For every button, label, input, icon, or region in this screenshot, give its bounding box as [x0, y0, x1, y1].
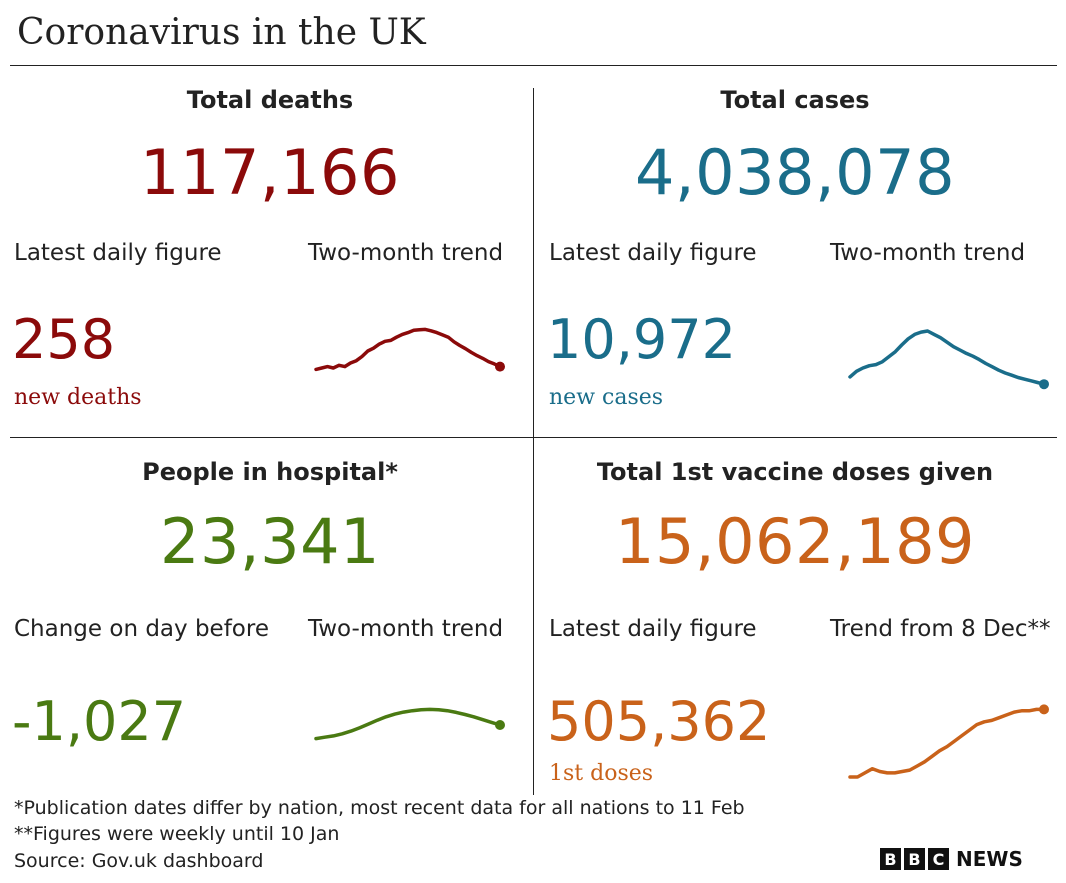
- trend-line: [848, 707, 1046, 779]
- deaths-left-label: Latest daily figure: [14, 240, 222, 266]
- cases-total: 4,038,078: [634, 136, 956, 209]
- trend-endpoint: [495, 361, 505, 372]
- trend-line: [848, 329, 1046, 386]
- trend-line: [314, 707, 502, 741]
- logo-letter-c: C: [928, 848, 949, 870]
- trend-line: [314, 327, 502, 372]
- footnote-weekly-figures: **Figures were weekly until 10 Jan: [14, 823, 340, 845]
- source-note: Source: Gov.uk dashboard: [14, 850, 264, 872]
- cases-right-label: Two-month trend: [830, 240, 1026, 266]
- deaths-daily-value: 258: [12, 308, 116, 371]
- horizontal-divider: [10, 437, 1057, 438]
- cases-daily-value: 10,972: [547, 308, 736, 371]
- deaths-trend-chart: [314, 327, 505, 372]
- deaths-right-label: Two-month trend: [308, 240, 504, 266]
- vaccine-trend-chart: [848, 704, 1049, 779]
- vaccine-daily-value: 505,362: [547, 690, 771, 753]
- hospital-trend-chart: [314, 707, 505, 741]
- vaccine-panel-title: Total 1st vaccine doses given: [596, 458, 994, 486]
- trend-endpoint: [1039, 704, 1049, 715]
- logo-letter-b2: B: [904, 848, 925, 870]
- hospital-total: 23,341: [160, 505, 380, 578]
- cases-panel-title: Total cases: [720, 86, 870, 114]
- deaths-total: 117,166: [140, 136, 400, 209]
- vaccine-left-label: Latest daily figure: [549, 616, 757, 642]
- footnote-publication-dates: *Publication dates differ by nation, mos…: [14, 797, 745, 819]
- bbc-news-logo: B B C NEWS: [880, 847, 1023, 871]
- trend-endpoint: [1039, 379, 1049, 390]
- hospital-left-label: Change on day before: [14, 616, 269, 642]
- trend-endpoint: [495, 720, 505, 730]
- vertical-divider: [533, 88, 534, 795]
- deaths-panel-title: Total deaths: [186, 86, 354, 114]
- deaths-daily-caption: new deaths: [14, 385, 142, 410]
- hospital-change-value: -1,027: [12, 690, 187, 753]
- cases-daily-caption: new cases: [549, 385, 664, 410]
- hospital-right-label: Two-month trend: [308, 616, 504, 642]
- vaccine-right-label: Trend from 8 Dec**: [830, 616, 1051, 642]
- vaccine-daily-caption: 1st doses: [549, 761, 654, 786]
- title-rule: [10, 65, 1057, 66]
- hospital-panel-title: People in hospital*: [142, 458, 398, 486]
- cases-trend-chart: [848, 329, 1049, 390]
- logo-letter-b1: B: [880, 848, 901, 870]
- vaccine-total: 15,062,189: [615, 505, 975, 578]
- logo-news-text: NEWS: [956, 847, 1023, 871]
- cases-left-label: Latest daily figure: [549, 240, 757, 266]
- page-title: Coronavirus in the UK: [17, 12, 426, 53]
